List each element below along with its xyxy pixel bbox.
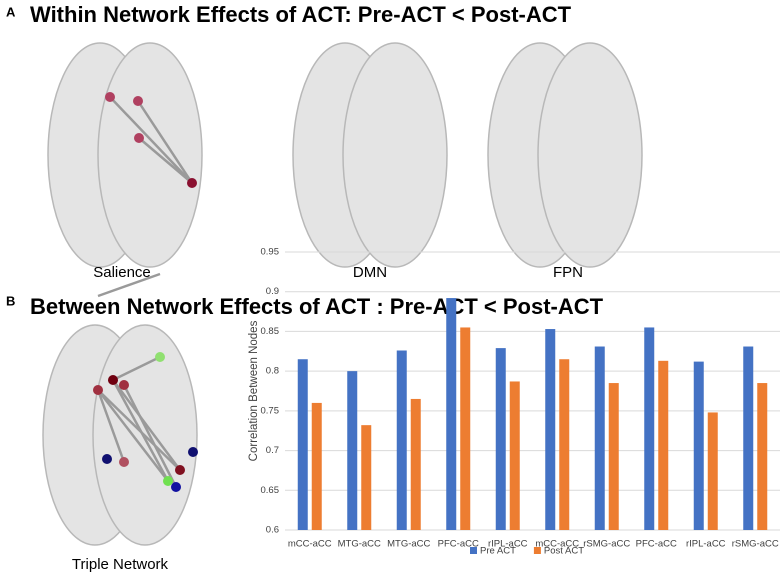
legend-label: Post ACT [544,546,584,557]
x-tick-label: PFC-aCC [636,539,677,550]
x-tick-label: MTG-aCC [338,539,381,550]
bar [693,361,704,530]
bar [658,360,669,530]
bar [495,348,506,530]
network-label: Salience [93,264,151,281]
bar [446,298,457,530]
legend-label: Pre ACT [480,546,516,557]
y-tick-label: 0.7 [266,445,279,456]
bar [545,329,556,530]
y-axis-label: Correlation Between Nodes [248,320,260,461]
x-tick-label: MTG-aCC [387,539,430,550]
network-label: DMN [353,264,387,281]
legend-swatch [533,547,541,554]
panel-letter: A [6,4,16,19]
y-tick-label: 0.65 [261,485,280,496]
legend-swatch [470,547,477,554]
y-tick-label: 0.95 [261,247,280,258]
bar [509,381,520,530]
y-tick-label: 0.9 [266,286,279,297]
y-tick-label: 0.85 [261,326,280,337]
x-tick-label: PFC-aCC [438,539,479,550]
x-tick-label: mCC-aCC [535,539,579,550]
y-tick-label: 0.8 [266,366,279,377]
x-tick-label: rSMG-aCC [732,539,779,550]
y-tick-label: 0.6 [266,525,279,536]
bar [559,359,570,530]
bar [410,398,421,530]
x-tick-label: rIPL-aCC [488,539,528,550]
brain-triple [42,272,198,546]
bar [347,371,358,530]
y-tick-label: 0.75 [261,405,280,416]
bar [460,327,471,530]
bar [297,359,308,530]
x-tick-label: mCC-aCC [288,539,332,550]
x-tick-label: rSMG-aCC [583,539,630,550]
bar [707,412,718,530]
bar [311,402,322,530]
bar [396,350,407,530]
panel-title: Between Network Effects of ACT : Pre-ACT… [30,294,604,319]
network-label: FPN [553,264,583,281]
bar [743,346,754,530]
bar [361,425,372,530]
brain-salience [47,42,203,268]
bar [608,383,619,530]
bar [757,383,768,530]
bar [594,346,605,530]
brain-dmn [292,42,448,268]
network-label: Triple Network [72,556,169,573]
bar [644,327,655,530]
panel-title: Within Network Effects of ACT: Pre-ACT <… [30,2,572,27]
brain-fpn [487,42,643,268]
x-tick-label: rIPL-aCC [686,539,726,550]
panel-letter: B [6,293,15,308]
